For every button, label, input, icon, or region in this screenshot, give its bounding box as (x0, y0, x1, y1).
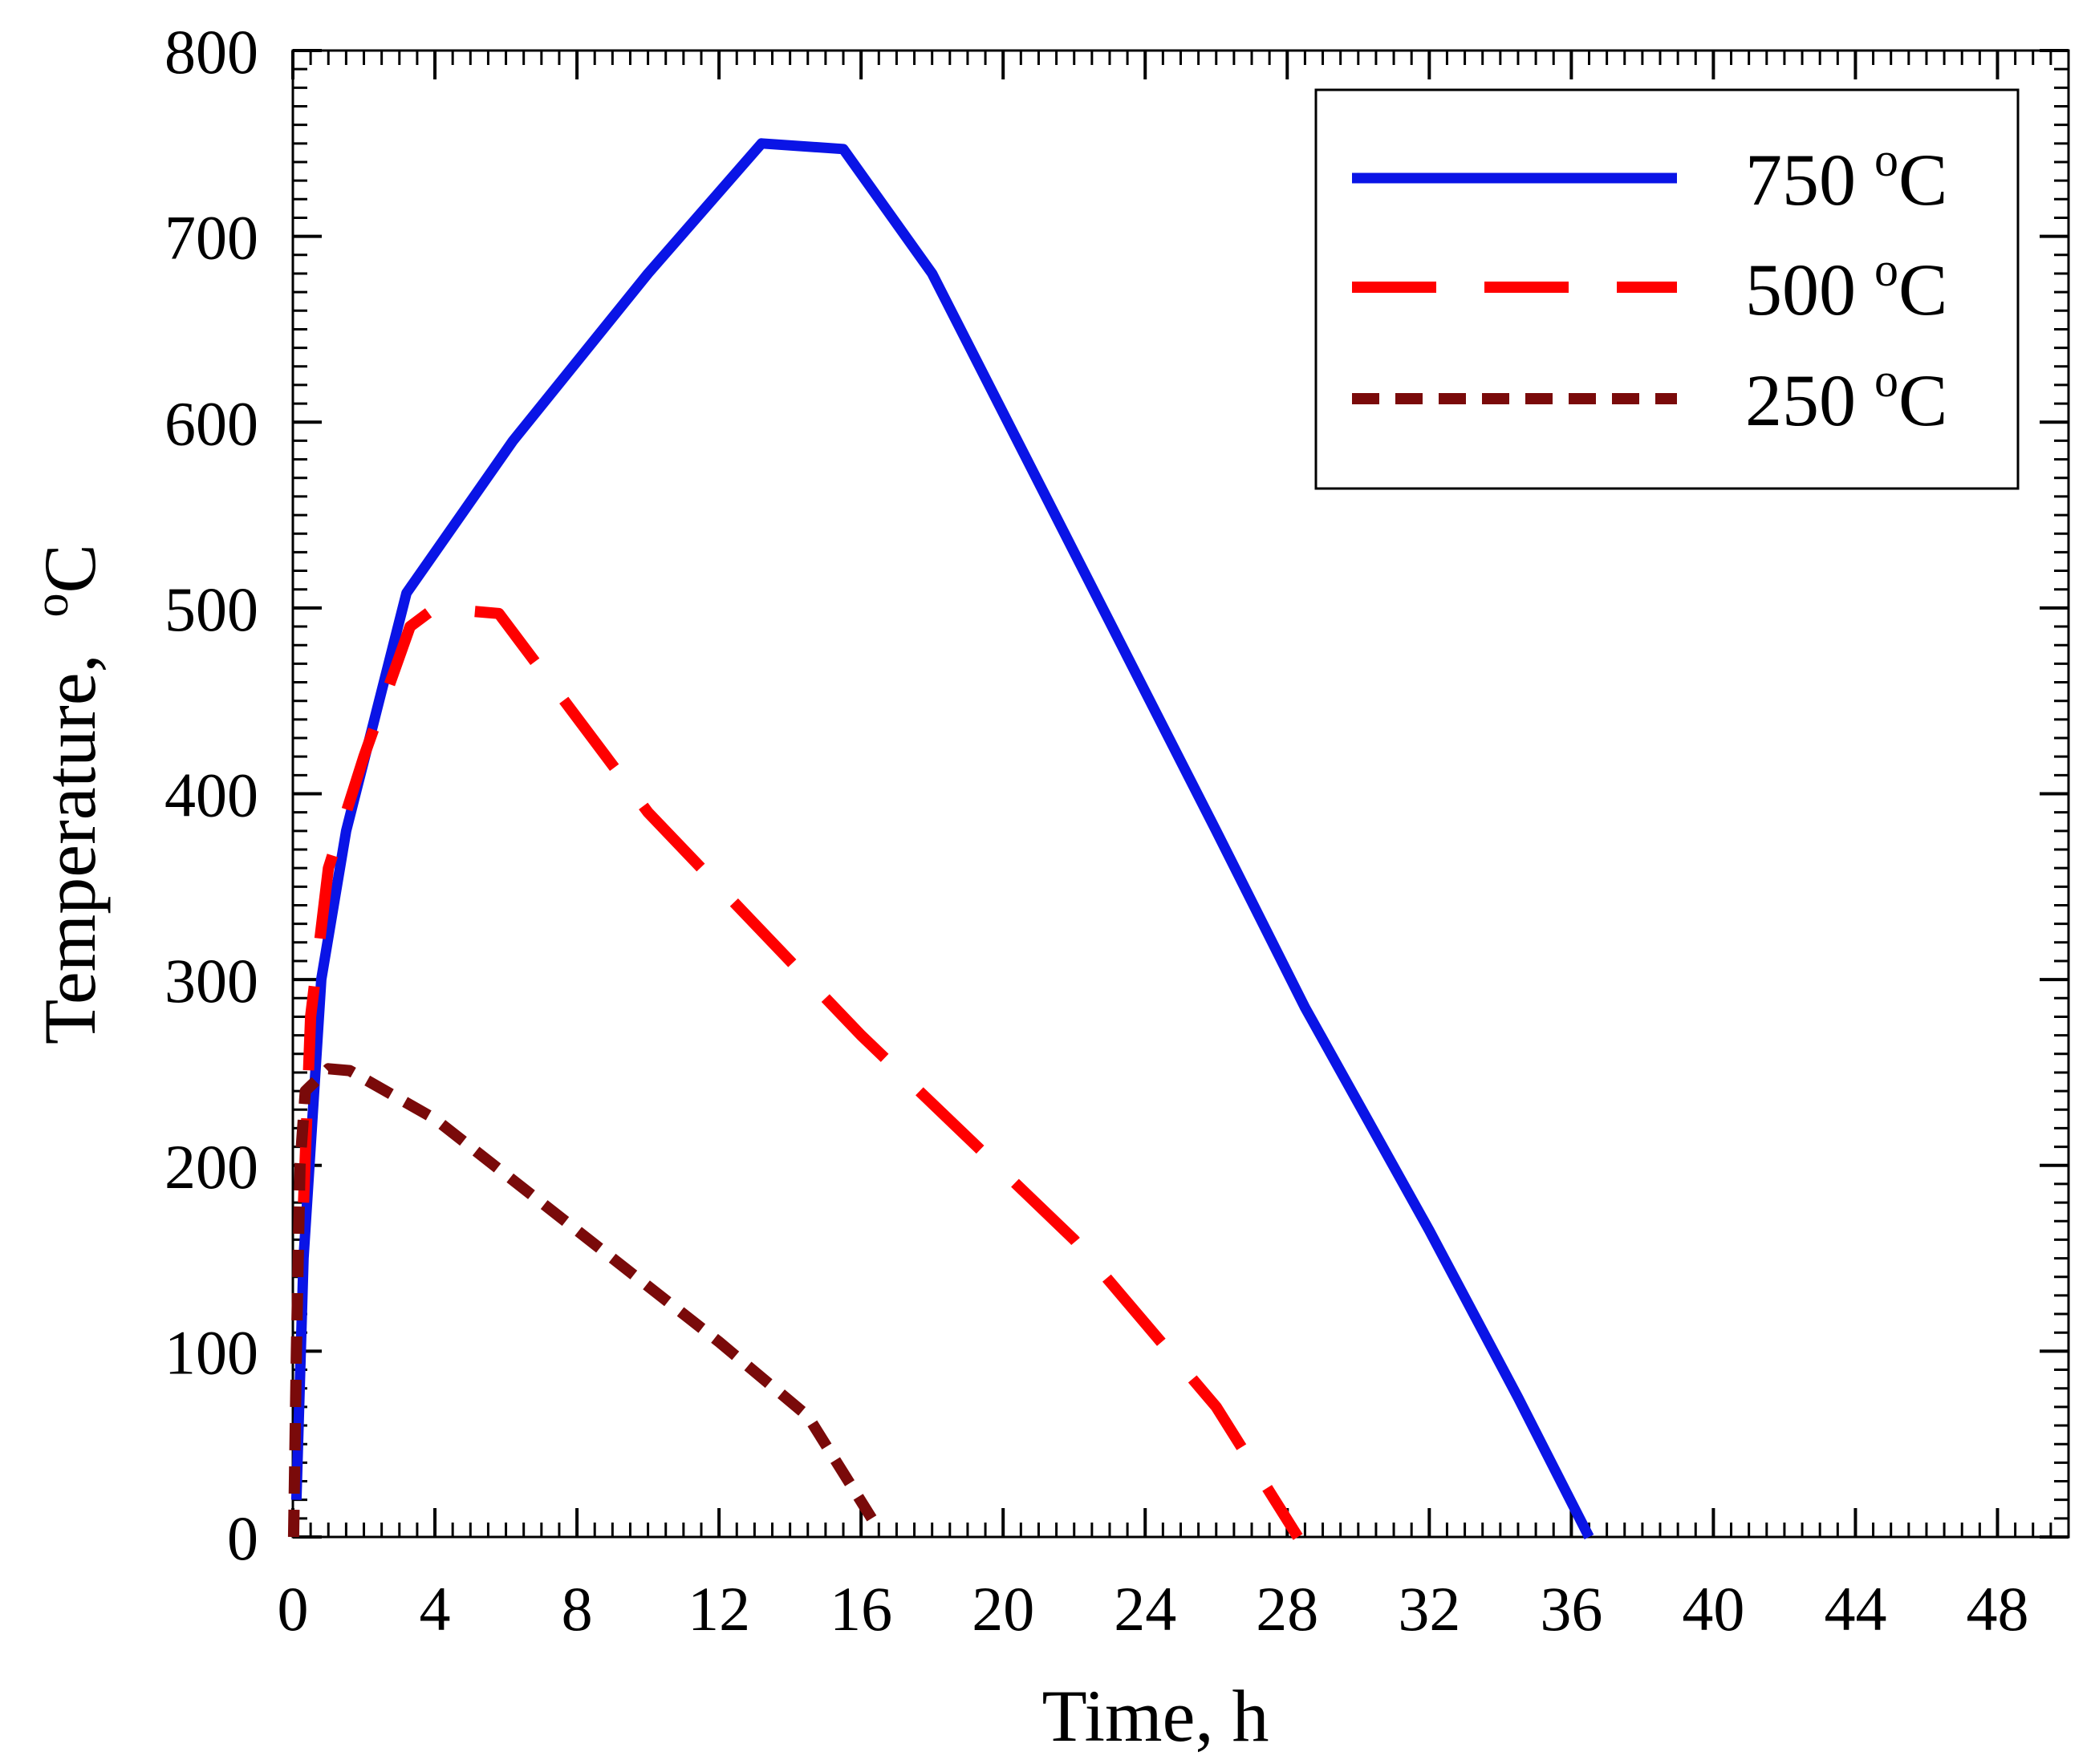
legend-label-500-sup: o (1874, 243, 1898, 296)
legend-label-500-unit: C (1898, 249, 1947, 330)
y-tick-label: 0 (227, 1503, 258, 1573)
x-tick-label: 12 (688, 1574, 750, 1644)
legend: 750 oC 500 oC 250 oC (1314, 88, 2020, 490)
y-axis-title-sup: o (25, 593, 78, 617)
x-tick-label: 16 (830, 1574, 892, 1644)
x-tick-labels: 0 4 8 12 16 20 24 28 32 36 40 44 48 (278, 1574, 2029, 1644)
x-tick-label: 44 (1824, 1574, 1886, 1644)
y-tick-label: 700 (164, 203, 258, 273)
series-line-750 (290, 138, 1594, 1539)
y-tick-label: 400 (164, 760, 258, 830)
y-axis-title: Temperature, oC (25, 544, 111, 1044)
x-tick-label: 32 (1398, 1574, 1460, 1644)
x-tick-label: 40 (1682, 1574, 1744, 1644)
y-tick-label: 200 (164, 1132, 258, 1202)
y-tick-label: 100 (164, 1317, 258, 1387)
x-tick-label: 48 (1966, 1574, 2028, 1644)
y-tick-label: 500 (164, 574, 258, 644)
y-tick-label: 300 (164, 946, 258, 1016)
legend-label-750-value: 750 (1745, 139, 1874, 221)
legend-label-500: 500 oC (1745, 243, 1947, 330)
x-tick-label: 20 (972, 1574, 1034, 1644)
y-axis-title-text: Temperature, (29, 617, 111, 1044)
y-tick-label: 800 (164, 17, 258, 87)
legend-label-500-value: 500 (1745, 249, 1874, 330)
legend-label-250-value: 250 (1745, 359, 1874, 441)
x-tick-label: 24 (1114, 1574, 1176, 1644)
x-tick-label: 4 (420, 1574, 451, 1644)
legend-label-750: 750 oC (1745, 133, 1947, 221)
x-tick-label: 28 (1256, 1574, 1318, 1644)
legend-label-250: 250 oC (1745, 354, 1947, 441)
y-tick-labels: 0 100 200 300 400 500 600 700 800 (164, 17, 258, 1573)
x-axis-title: Time, h (1042, 1675, 1269, 1757)
series-layer (287, 138, 1594, 1540)
series-line-250 (287, 1063, 877, 1538)
legend-label-750-sup: o (1874, 133, 1898, 186)
series-line-500 (298, 602, 1303, 1540)
legend-label-250-sup: o (1874, 354, 1898, 407)
x-tick-label: 0 (278, 1574, 309, 1644)
legend-label-750-unit: C (1898, 139, 1947, 221)
y-axis-title-unit: C (29, 544, 111, 593)
x-tick-label: 36 (1540, 1574, 1602, 1644)
x-tick-label: 8 (562, 1574, 593, 1644)
y-tick-label: 600 (164, 388, 258, 458)
legend-label-250-unit: C (1898, 359, 1947, 441)
